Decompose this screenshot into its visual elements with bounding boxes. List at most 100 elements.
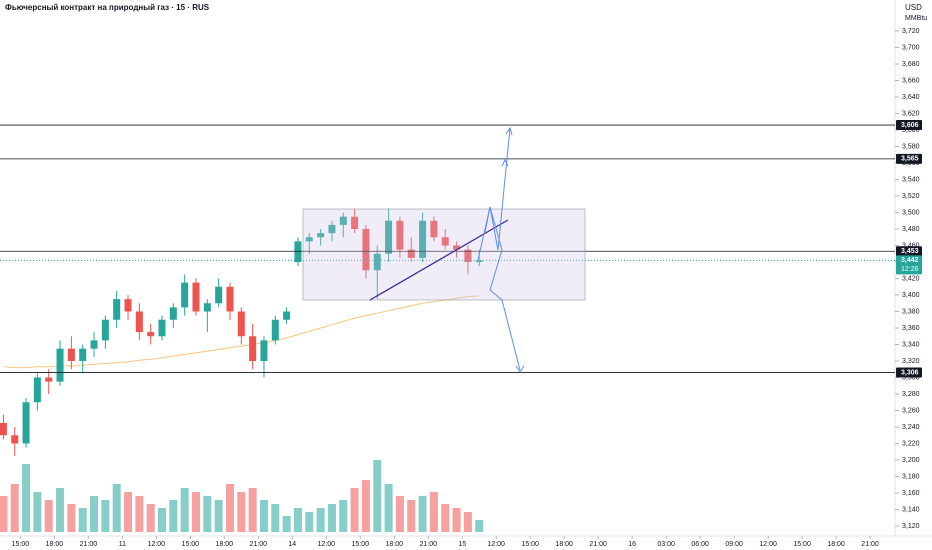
x-tick-label: 12:00 bbox=[148, 541, 166, 548]
candle-body bbox=[33, 377, 41, 403]
y-tick-label: 3,140 bbox=[902, 506, 920, 513]
volume-bar bbox=[67, 504, 76, 532]
candle-body bbox=[203, 303, 211, 312]
candle-body bbox=[339, 216, 347, 225]
y-tick-label: 3,400 bbox=[902, 292, 920, 299]
volume-bar bbox=[169, 500, 178, 532]
level-tag bbox=[896, 153, 922, 164]
x-tick-label: 21:00 bbox=[419, 541, 437, 548]
candle-body bbox=[169, 307, 177, 320]
y-tick-label: 3,600 bbox=[902, 127, 920, 134]
x-tick-label: 18:00 bbox=[555, 541, 573, 548]
x-tick-label: 21:00 bbox=[589, 541, 607, 548]
x-tick-label: 14 bbox=[288, 541, 296, 548]
y-tick-label: 3,500 bbox=[902, 209, 920, 216]
volume-bar bbox=[350, 488, 359, 532]
arrow-head bbox=[515, 365, 525, 373]
volume-bar bbox=[452, 508, 461, 532]
volume-bar bbox=[327, 504, 336, 532]
level-tag bbox=[896, 367, 922, 378]
volume-bar bbox=[271, 504, 280, 532]
x-tick-label: 21:00 bbox=[250, 541, 268, 548]
volume-bar bbox=[33, 492, 42, 532]
candle-body bbox=[305, 237, 313, 242]
candle-body bbox=[453, 245, 461, 250]
volume-bar bbox=[475, 520, 484, 532]
volume-bar bbox=[316, 508, 325, 532]
x-tick-label: 21:00 bbox=[80, 541, 98, 548]
candle-body bbox=[226, 286, 234, 312]
y-tick-label: 3,700 bbox=[902, 44, 920, 51]
volume-bar bbox=[237, 492, 246, 532]
volume-bar bbox=[101, 500, 110, 532]
x-tick-label: 15 bbox=[458, 541, 466, 548]
level-label: 3,606 bbox=[901, 122, 919, 129]
candle-body bbox=[67, 348, 75, 361]
candle-body bbox=[56, 348, 64, 382]
candle-body bbox=[147, 332, 155, 337]
y-tick-label: 3,260 bbox=[902, 407, 920, 414]
y-tick-label: 3,720 bbox=[902, 28, 920, 35]
level-label: 3,453 bbox=[901, 248, 919, 255]
candle-body bbox=[317, 233, 325, 238]
candle-body bbox=[430, 220, 438, 238]
volume-bar bbox=[146, 504, 155, 532]
level-label: 3,306 bbox=[901, 369, 919, 376]
y-tick-label: 3,520 bbox=[902, 193, 920, 200]
y-tick-label: 3,420 bbox=[902, 275, 920, 282]
candle-body bbox=[11, 435, 19, 444]
volume-bar bbox=[282, 516, 291, 532]
y-tick-label: 3,540 bbox=[902, 176, 920, 183]
candle-body bbox=[362, 229, 370, 271]
candle-body bbox=[249, 336, 257, 361]
y-tick-label: 3,480 bbox=[902, 226, 920, 233]
candle-body bbox=[271, 319, 279, 341]
candle-body bbox=[351, 216, 359, 229]
chart-title: Фьючерсный контракт на природный газ · 1… bbox=[5, 3, 210, 12]
volume-bar bbox=[180, 488, 189, 532]
candle-body bbox=[475, 260, 483, 262]
currency: USD bbox=[905, 3, 922, 12]
volume-bar bbox=[78, 508, 87, 532]
y-tick-label: 3,620 bbox=[902, 110, 920, 117]
y-tick-label: 3,280 bbox=[902, 391, 920, 398]
y-tick-label: 3,580 bbox=[902, 143, 920, 150]
x-tick-label: 12:00 bbox=[759, 541, 777, 548]
unit: MMBtu bbox=[905, 15, 927, 22]
candle-body bbox=[237, 311, 245, 337]
volume-bar bbox=[339, 500, 348, 532]
candle-body bbox=[192, 282, 200, 312]
volume-bar bbox=[293, 508, 302, 532]
y-tick-label: 3,460 bbox=[902, 242, 920, 249]
volume-bar bbox=[44, 500, 53, 532]
x-tick-label: 18:00 bbox=[46, 541, 64, 548]
x-tick-label: 03:00 bbox=[657, 541, 675, 548]
x-tick-label: 15:00 bbox=[352, 541, 370, 548]
volume-bar bbox=[407, 500, 416, 532]
candle-body bbox=[45, 377, 53, 382]
volume-bar bbox=[305, 512, 314, 532]
volume-bar bbox=[395, 496, 404, 532]
candle-body bbox=[260, 340, 268, 361]
range-box bbox=[302, 208, 586, 301]
volume-bar bbox=[441, 504, 450, 532]
y-tick-label: 3,380 bbox=[902, 308, 920, 315]
x-tick-label: 21:00 bbox=[861, 541, 879, 548]
countdown: 12:26 bbox=[901, 266, 919, 273]
candle-body bbox=[158, 319, 166, 337]
volume-bar bbox=[22, 464, 31, 532]
y-tick-label: 3,360 bbox=[902, 325, 920, 332]
volume-bar bbox=[384, 484, 393, 532]
y-tick-label: 3,640 bbox=[902, 94, 920, 101]
last-price-label: 3,442 bbox=[901, 257, 919, 264]
candle-body bbox=[22, 402, 30, 444]
candle-body bbox=[396, 220, 404, 250]
volume-bar bbox=[259, 500, 268, 532]
arrow-head bbox=[505, 126, 513, 136]
candle-body bbox=[407, 249, 415, 258]
candle-body bbox=[373, 253, 381, 271]
volume-bar bbox=[203, 496, 212, 532]
x-tick-label: 15:00 bbox=[521, 541, 539, 548]
